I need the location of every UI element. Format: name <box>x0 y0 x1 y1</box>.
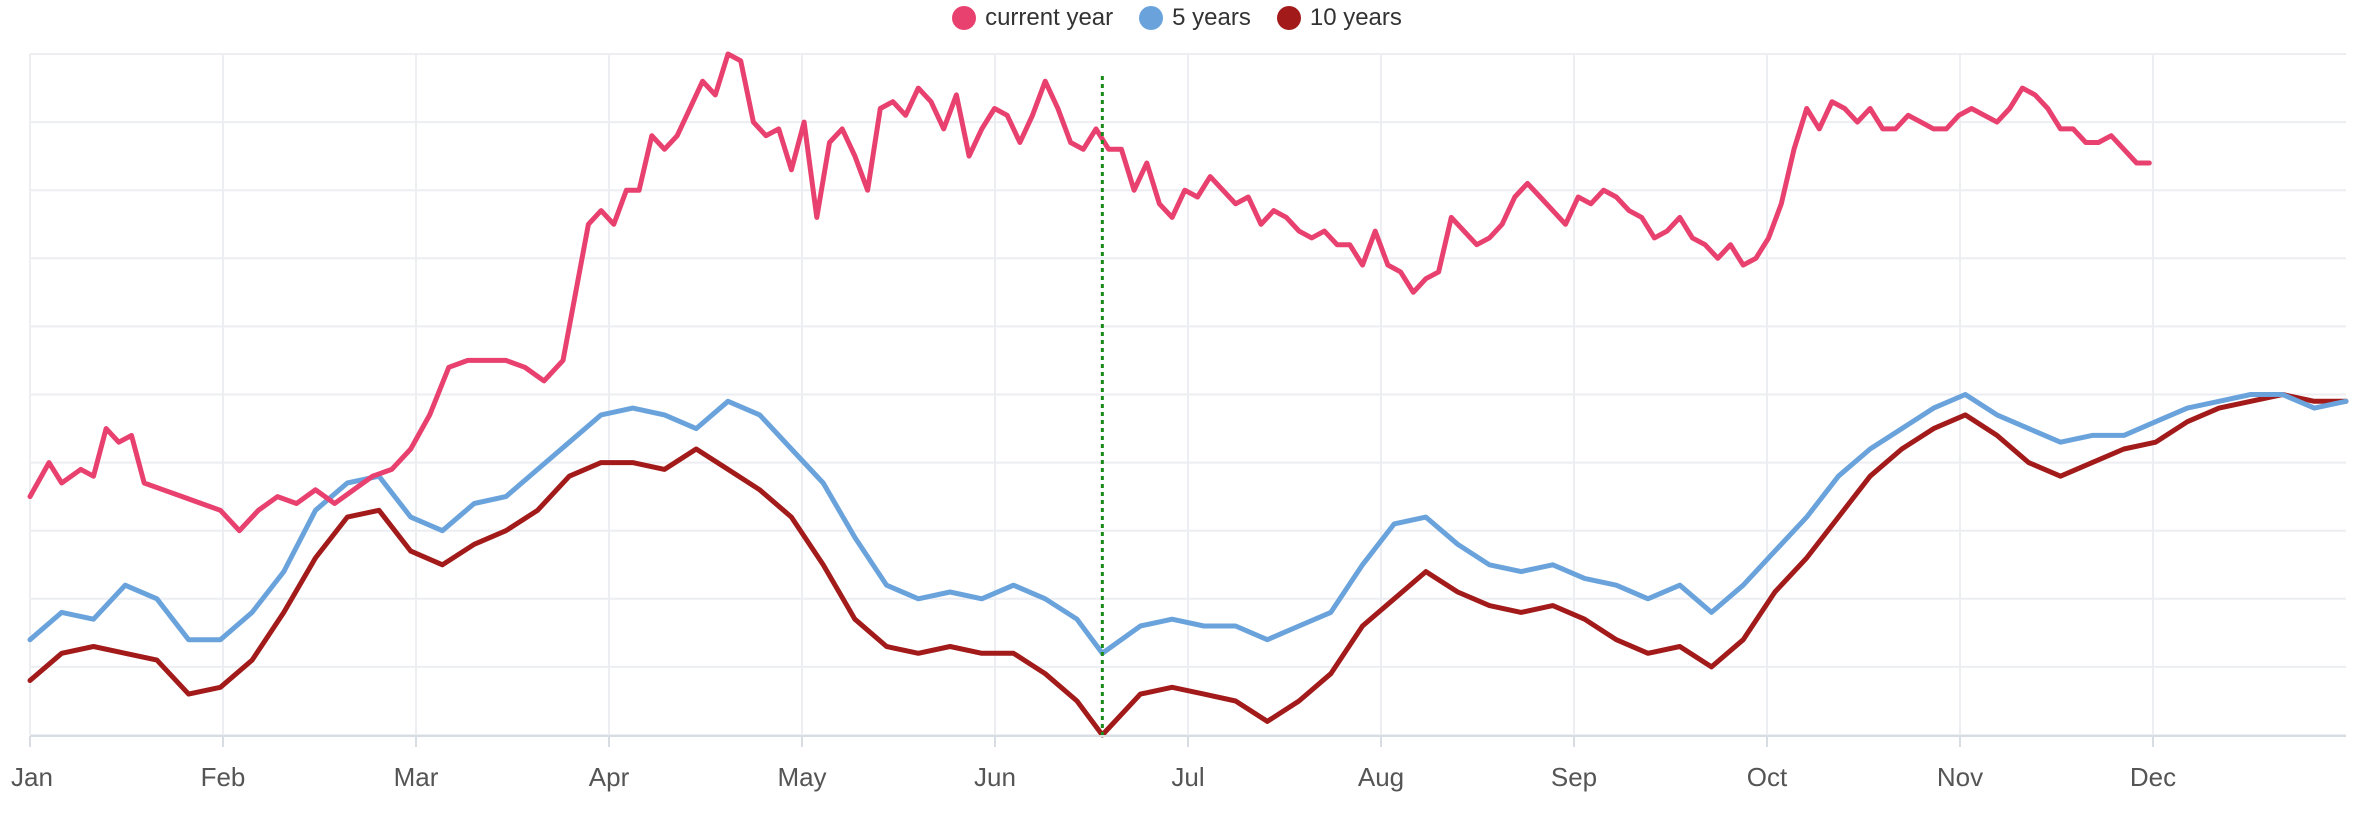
legend-label-5-years: 5 years <box>1172 4 1251 31</box>
x-tick-label-sep: Sep <box>1551 762 1597 792</box>
x-tick-label-nov: Nov <box>1937 762 1983 792</box>
x-tick-label-apr: Apr <box>589 762 630 792</box>
legend: current year 5 years 10 years <box>0 4 2354 32</box>
legend-dot-current-year <box>952 6 977 30</box>
series-line-5-years[interactable] <box>27 392 2349 656</box>
x-axis: Jan Feb Mar Apr May Jun Jul Aug Sep Oct Nov Dec <box>11 735 2346 792</box>
x-tick-label-may: May <box>777 762 826 792</box>
x-tick-label-dec: Dec <box>2130 762 2176 792</box>
series-line-10-years[interactable] <box>27 392 2349 738</box>
x-tick-label-jul: Jul <box>1171 762 1204 792</box>
x-tick-label-jun: Jun <box>974 762 1016 792</box>
series-layer <box>27 51 2349 738</box>
x-tick-label-mar: Mar <box>394 762 439 792</box>
legend-label-10-years: 10 years <box>1309 4 1402 31</box>
legend-item-current-year[interactable]: current year <box>952 4 1113 32</box>
legend-dot-10-years <box>1276 6 1301 30</box>
legend-dot-5-years <box>1139 6 1164 30</box>
legend-item-5-years[interactable]: 5 years <box>1139 4 1251 32</box>
x-tick-label-jan: Jan <box>11 762 53 792</box>
grid <box>29 53 2346 736</box>
series-line-current-year[interactable] <box>27 51 2152 534</box>
x-tick-label-oct: Oct <box>1747 762 1788 792</box>
x-tick-label-aug: Aug <box>1358 762 1404 792</box>
legend-item-10-years[interactable]: 10 years <box>1276 4 1402 32</box>
legend-label-current-year: current year <box>985 4 1114 31</box>
x-tick-label-feb: Feb <box>201 762 246 792</box>
